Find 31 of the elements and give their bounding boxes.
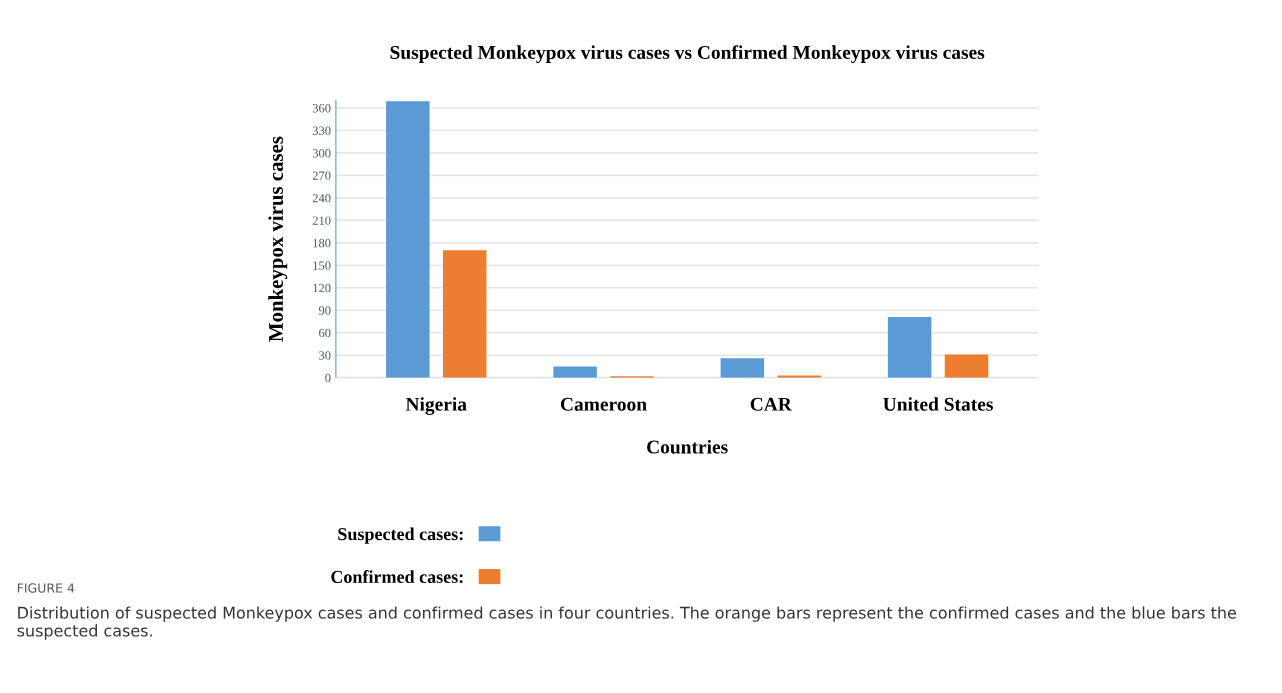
- y-tick-label: 240: [312, 193, 331, 203]
- y-tick-label: 210: [312, 216, 331, 225]
- y-tick-label: 270: [312, 171, 331, 180]
- y-tick-label: 60: [319, 328, 331, 338]
- y-tick-label: 120: [313, 283, 331, 293]
- bar: [720, 358, 765, 378]
- x-tick-label: CAR: [750, 397, 793, 411]
- y-tick-label: 150: [313, 261, 331, 270]
- legend-label: Suspected cases:: [338, 527, 463, 544]
- bar: [386, 101, 430, 378]
- bar: [442, 250, 487, 378]
- caption: FIGURE 4: [17, 583, 75, 593]
- bar: [944, 354, 989, 378]
- x-tick-label: Cameroon: [560, 397, 647, 411]
- x-tick-label: Nigeria: [405, 397, 467, 415]
- bar: [887, 317, 932, 378]
- y-tick-label: 90: [318, 306, 331, 315]
- bar: [777, 375, 821, 378]
- y-tick-label: 180: [313, 238, 331, 248]
- bar: [553, 366, 597, 378]
- legend-label: Confirmed cases:: [331, 570, 463, 584]
- text: Distribution of suspected Monkeypox cases and confirmed cases in four countries. The orange bars represent the confirmed cases and the blue bars the suspected cases.: [17, 606, 1237, 640]
- chart-title: Suspected Monkeypox virus cases vs Confirmed Monkeypox virus cases: [390, 45, 985, 64]
- y-tick-label: 330: [312, 126, 331, 135]
- y-tick-label: 0: [325, 373, 331, 383]
- x-axis-title: Countries: [647, 439, 728, 454]
- y-tick-label: 360: [312, 104, 331, 113]
- y-tick-label: 30: [319, 351, 331, 360]
- y-tick-label: 300: [312, 148, 331, 158]
- x-tick-label: United States: [883, 397, 993, 411]
- y-axis-title: Monkeypox virus cases: [268, 136, 288, 342]
